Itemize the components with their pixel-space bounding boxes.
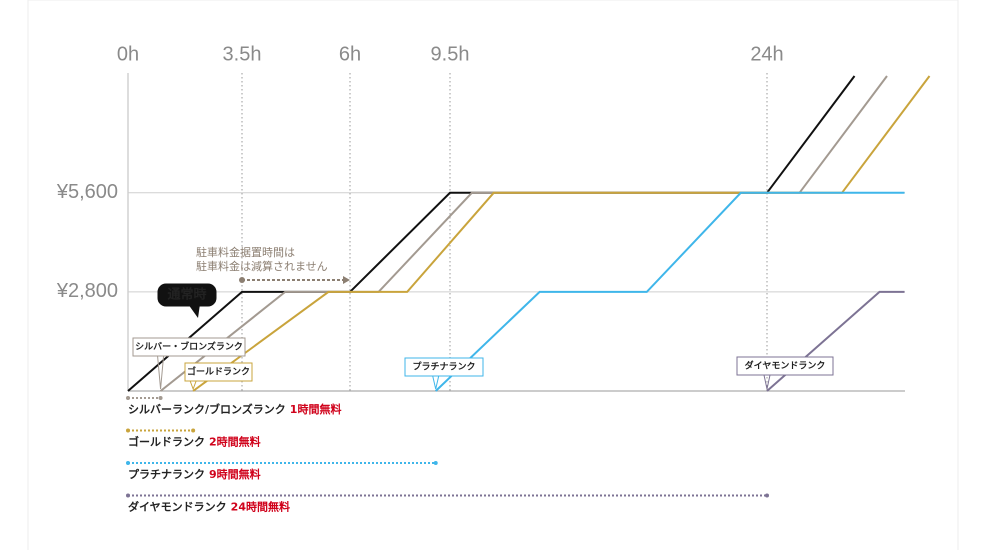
series-line xyxy=(435,191,905,392)
free-note: 24時間無料 xyxy=(231,500,290,514)
series-label: ゴールドランク xyxy=(187,366,250,378)
free-dot xyxy=(126,461,130,465)
free-note: 9時間無料 xyxy=(209,467,261,481)
series-label: ダイヤモンドランク xyxy=(745,360,826,372)
free-dot xyxy=(433,461,438,465)
free-dot xyxy=(126,428,130,433)
annotation-text: 駐車料金据置時間は xyxy=(196,245,295,259)
free-label: シルバーランク/ブロンズランク xyxy=(128,402,286,416)
free-label: ダイヤモンドランク xyxy=(128,500,227,514)
free-label: ゴールドランク xyxy=(128,435,205,449)
series-label: シルバー・ブロンズランク xyxy=(135,341,243,353)
annotation-arrowhead xyxy=(343,276,350,284)
annotation-text: 駐車料金は減算されません xyxy=(196,259,328,273)
series-line xyxy=(192,75,931,392)
free-dot xyxy=(191,428,196,433)
x-tick-label: 6h xyxy=(339,43,361,65)
y-tick-label: ¥5,600 xyxy=(56,181,118,203)
callout-box xyxy=(132,337,246,357)
callout-pointer xyxy=(432,375,440,390)
callout-box xyxy=(736,356,834,376)
free-note: 2時間無料 xyxy=(209,435,261,449)
callout-box xyxy=(157,283,217,307)
free-dot xyxy=(126,396,130,400)
free-dot xyxy=(158,396,163,400)
x-tick-label: 3.5h xyxy=(223,43,262,65)
series-line xyxy=(127,75,856,392)
x-tick-label: 9.5h xyxy=(431,43,470,65)
callout-box xyxy=(404,357,484,377)
callout-pointer xyxy=(189,380,197,391)
x-tick-label: 24h xyxy=(750,43,783,65)
card xyxy=(27,0,959,550)
series-label: 通常時 xyxy=(167,287,206,303)
callout-pointer xyxy=(157,355,165,390)
callout-box xyxy=(184,362,253,382)
free-note: 1時間無料 xyxy=(290,402,342,416)
free-label: プラチナランク xyxy=(128,467,205,481)
series-line xyxy=(159,75,888,392)
free-dot xyxy=(126,493,130,498)
y-tick-label: ¥2,800 xyxy=(56,280,118,302)
free-dot xyxy=(765,493,769,498)
x-tick-label: 0h xyxy=(117,43,139,65)
series-label: プラチナランク xyxy=(412,361,475,373)
callout-pointer xyxy=(188,304,200,318)
callout-pointer xyxy=(763,374,771,390)
